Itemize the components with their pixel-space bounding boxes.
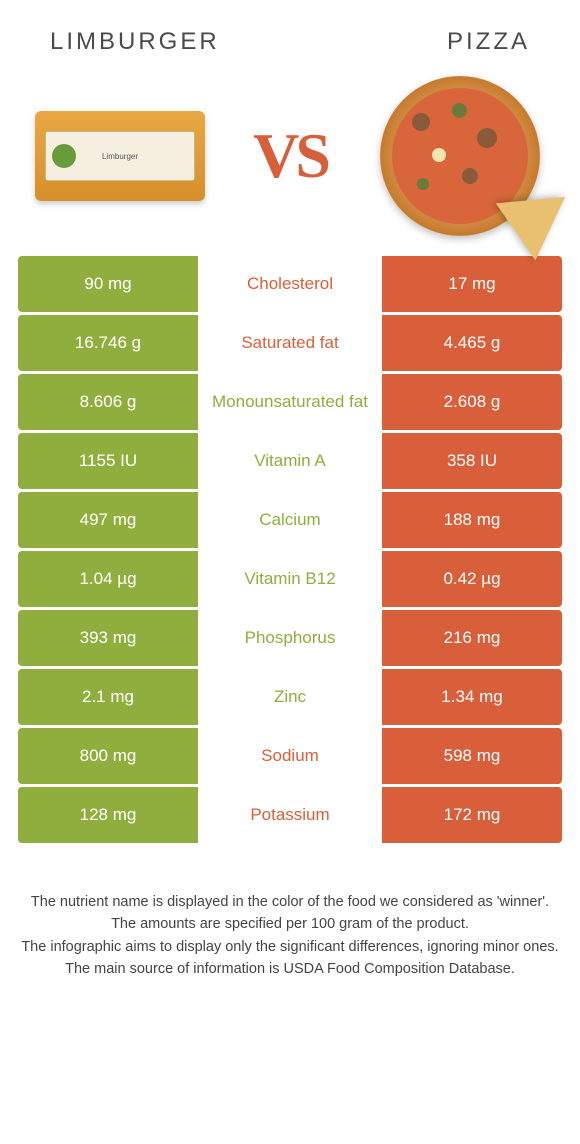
nutrient-label: Vitamin A: [198, 433, 382, 489]
footer-line: The amounts are specified per 100 gram o…: [20, 913, 560, 935]
limburger-package-label: Limburger: [45, 131, 195, 181]
right-value-cell: 2.608 g: [382, 374, 562, 430]
nutrient-label: Zinc: [198, 669, 382, 725]
nutrient-label: Potassium: [198, 787, 382, 843]
right-value-cell: 172 mg: [382, 787, 562, 843]
right-value-cell: 358 IU: [382, 433, 562, 489]
table-row: 2.1 mgZinc1.34 mg: [18, 669, 562, 725]
table-row: 1155 IUVitamin A358 IU: [18, 433, 562, 489]
left-value-cell: 16.746 g: [18, 315, 198, 371]
footer-line: The main source of information is USDA F…: [20, 958, 560, 980]
footer-line: The nutrient name is displayed in the co…: [20, 891, 560, 913]
limburger-image: Limburger: [30, 86, 210, 226]
footer-notes: The nutrient name is displayed in the co…: [0, 846, 580, 981]
left-value-cell: 90 mg: [18, 256, 198, 312]
comparison-table: 90 mgCholesterol17 mg16.746 gSaturated f…: [0, 256, 580, 843]
right-value-cell: 1.34 mg: [382, 669, 562, 725]
right-value-cell: 17 mg: [382, 256, 562, 312]
table-row: 128 mgPotassium172 mg: [18, 787, 562, 843]
nutrient-label: Cholesterol: [198, 256, 382, 312]
right-value-cell: 598 mg: [382, 728, 562, 784]
left-value-cell: 1155 IU: [18, 433, 198, 489]
header: LIMBURGER PIZZA: [0, 0, 580, 66]
left-value-cell: 800 mg: [18, 728, 198, 784]
right-value-cell: 4.465 g: [382, 315, 562, 371]
table-row: 393 mgPhosphorus216 mg: [18, 610, 562, 666]
left-value-cell: 8.606 g: [18, 374, 198, 430]
right-value-cell: 216 mg: [382, 610, 562, 666]
nutrient-label: Saturated fat: [198, 315, 382, 371]
vs-label: VS: [253, 119, 327, 193]
table-row: 90 mgCholesterol17 mg: [18, 256, 562, 312]
nutrient-label: Monounsaturated fat: [198, 374, 382, 430]
nutrient-label: Sodium: [198, 728, 382, 784]
right-value-cell: 0.42 µg: [382, 551, 562, 607]
nutrient-label: Phosphorus: [198, 610, 382, 666]
left-value-cell: 1.04 µg: [18, 551, 198, 607]
left-value-cell: 497 mg: [18, 492, 198, 548]
footer-line: The infographic aims to display only the…: [20, 936, 560, 958]
right-food-title: PIZZA: [447, 28, 530, 56]
table-row: 800 mgSodium598 mg: [18, 728, 562, 784]
pizza-image: [370, 86, 550, 226]
left-value-cell: 128 mg: [18, 787, 198, 843]
table-row: 16.746 gSaturated fat4.465 g: [18, 315, 562, 371]
nutrient-label: Vitamin B12: [198, 551, 382, 607]
left-value-cell: 2.1 mg: [18, 669, 198, 725]
table-row: 8.606 gMonounsaturated fat2.608 g: [18, 374, 562, 430]
right-value-cell: 188 mg: [382, 492, 562, 548]
nutrient-label: Calcium: [198, 492, 382, 548]
left-food-title: LIMBURGER: [50, 28, 220, 56]
hero-section: Limburger VS: [0, 66, 580, 256]
left-value-cell: 393 mg: [18, 610, 198, 666]
table-row: 497 mgCalcium188 mg: [18, 492, 562, 548]
table-row: 1.04 µgVitamin B120.42 µg: [18, 551, 562, 607]
